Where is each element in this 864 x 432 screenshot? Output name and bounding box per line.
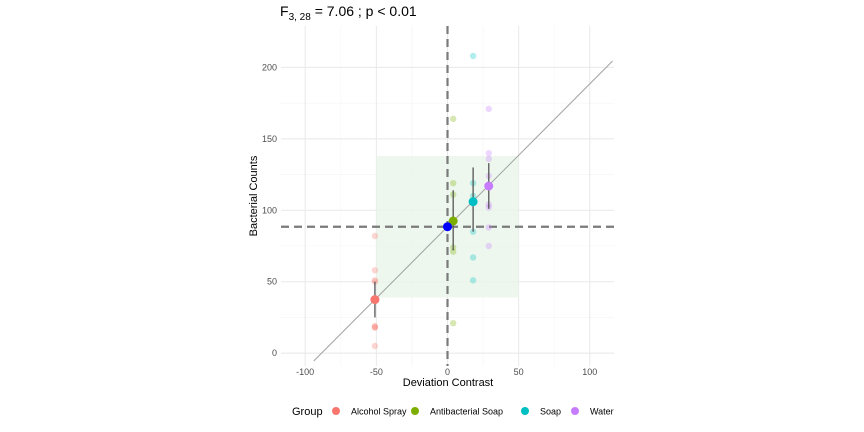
data-point [449, 248, 457, 255]
group-mean-point [484, 181, 494, 191]
x-tick-label: 100 [582, 367, 597, 377]
data-point [485, 155, 492, 163]
legend-label: Soap [540, 407, 561, 417]
y-tick-label: 0 [272, 348, 277, 358]
legend-label: Water [590, 407, 614, 417]
group-mean-point [370, 295, 380, 305]
data-point [485, 224, 492, 231]
diagonal-reference-line [313, 60, 613, 362]
data-point [371, 342, 379, 350]
legend-label: Antibacterial Soap [430, 407, 503, 417]
grand-mean-point [443, 222, 452, 232]
data-point [371, 267, 379, 274]
legend-key [571, 407, 579, 415]
legend-key [521, 407, 529, 415]
x-axis-ticks: -100 -50 0 50 100 [296, 367, 597, 377]
chart-marks [281, 26, 614, 366]
y-tick-label: 150 [262, 134, 277, 144]
x-tick-label: 50 [514, 367, 524, 377]
group-mean-point [468, 197, 478, 207]
group-mean-point [448, 216, 458, 226]
data-point [469, 52, 477, 60]
data-point [485, 105, 492, 113]
data-point [469, 277, 477, 284]
data-point [371, 277, 379, 284]
y-tick-label: 50 [267, 277, 277, 287]
data-point [371, 322, 379, 330]
y-tick-label: 200 [262, 62, 277, 72]
y-tick-label: 100 [262, 205, 277, 215]
data-point [371, 324, 379, 331]
x-axis-title: Deviation Contrast [403, 377, 494, 389]
y-axis-title: Bacterial Counts [248, 155, 260, 236]
x-tick-label: 0 [445, 367, 450, 377]
data-point [371, 232, 379, 240]
x-tick-label: -50 [370, 367, 383, 377]
legend-key [332, 407, 340, 415]
data-point [485, 149, 492, 157]
data-point [449, 115, 457, 123]
chart-title: F3, 28 = 7.06 ; p < 0.01 [280, 3, 417, 23]
data-point [485, 242, 492, 250]
legend: Group Alcohol Spray Antibacterial Soap Soa… [292, 406, 614, 418]
legend-title: Group [292, 406, 323, 418]
data-point [469, 254, 477, 261]
legend-key [411, 407, 419, 415]
y-axis-ticks: 0 50 100 150 200 [262, 62, 277, 358]
data-point [371, 324, 379, 331]
data-point [449, 319, 457, 327]
x-tick-label: -100 [296, 367, 314, 377]
data-point [449, 179, 457, 187]
legend-label: Alcohol Spray [351, 407, 407, 417]
